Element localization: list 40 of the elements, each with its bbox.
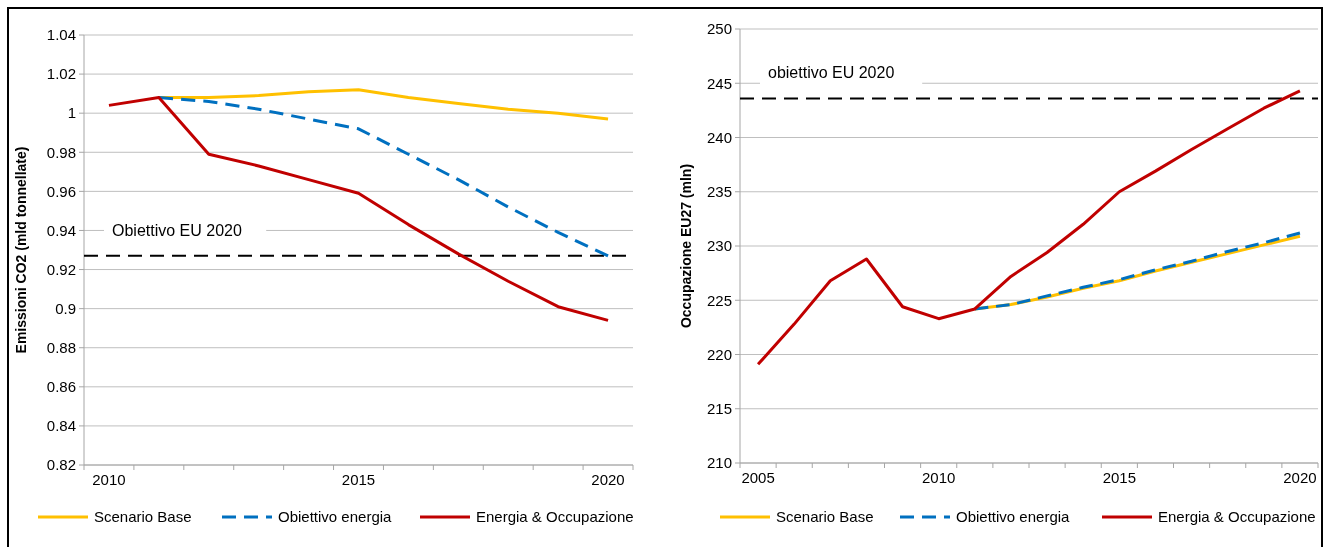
y-tick-label: 250 — [706, 20, 732, 38]
y-tick-label: 215 — [706, 400, 732, 417]
y-tick-label: 220 — [706, 345, 732, 363]
y-tick-label: 1.02 — [46, 65, 76, 83]
line-series — [107, 96, 610, 322]
y-tick-label: 230 — [706, 237, 732, 255]
legend-label: Obiettivo energia — [278, 508, 393, 526]
y-tick-label: 0.98 — [46, 143, 76, 161]
x-tick-label: 2010 — [922, 469, 956, 486]
y-tick-label: 240 — [706, 128, 732, 146]
legend-label: Energia & Occupazione — [1158, 508, 1316, 526]
x-tick-label: 2015 — [341, 471, 376, 488]
y-axis-title: Emissioni CO2 (mld tonnellate) — [13, 146, 29, 354]
line-series — [756, 89, 1302, 366]
ref-line-label: Obiettivo EU 2020 — [112, 221, 242, 239]
y-tick-label: 225 — [706, 291, 732, 309]
legend-label: Scenario Base — [776, 508, 874, 526]
y-axis-title: Occupazione EU27 (mln) — [678, 163, 694, 329]
y-tick-label: 1 — [67, 104, 76, 122]
x-tick-label: 2015 — [1102, 469, 1136, 486]
legend-label: Scenario Base — [94, 508, 192, 526]
y-tick-label: 0.94 — [46, 221, 76, 239]
ref-line-label: obiettivo EU 2020 — [768, 64, 895, 82]
y-tick-label: 210 — [706, 454, 732, 472]
y-tick-label: 0.88 — [46, 338, 76, 356]
y-tick-label: 0.86 — [46, 378, 76, 396]
legend-label: Energia & Occupazione — [476, 508, 634, 526]
x-tick-label: 2020 — [591, 471, 625, 488]
y-tick-label: 1.04 — [46, 26, 76, 44]
x-tick-label: 2010 — [92, 471, 126, 488]
x-tick-label: 2020 — [1283, 469, 1317, 486]
y-tick-label: 0.82 — [46, 456, 76, 474]
y-tick-label: 0.9 — [55, 299, 76, 317]
y-tick-label: 245 — [706, 74, 732, 92]
x-tick-label: 2005 — [741, 469, 775, 486]
y-tick-label: 0.96 — [46, 182, 76, 200]
y-tick-label: 0.84 — [46, 417, 76, 435]
y-tick-label: 0.92 — [46, 260, 76, 278]
y-tick-label: 235 — [706, 183, 732, 200]
legend-label: Obiettivo energia — [956, 508, 1071, 526]
